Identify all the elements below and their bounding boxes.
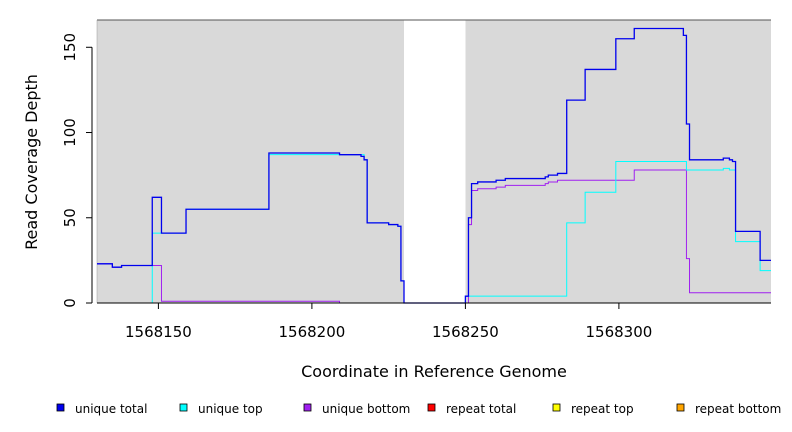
legend-label-unique-total: unique total — [75, 402, 147, 416]
legend-swatch-unique-total — [56, 403, 65, 412]
x-tick-label: 1568150 — [125, 323, 192, 341]
legend-swatch-unique-top — [179, 403, 188, 412]
legend-swatch-repeat-bottom — [676, 403, 685, 412]
y-axis-title: Read Coverage Depth — [22, 74, 41, 250]
y-tick-label: 100 — [61, 118, 79, 147]
legend-swatch-repeat-total — [427, 403, 436, 412]
x-tick-label: 1568200 — [278, 323, 345, 341]
x-axis-title: Coordinate in Reference Genome — [301, 362, 567, 381]
legend-label-repeat-total: repeat total — [446, 402, 516, 416]
legend-label-repeat-top: repeat top — [571, 402, 634, 416]
y-tick-label: 0 — [61, 298, 79, 308]
legend-label-unique-top: unique top — [198, 402, 263, 416]
y-tick-label: 50 — [61, 208, 79, 227]
y-axis: 0 50 100 150 — [61, 33, 93, 308]
gap-region — [404, 20, 466, 303]
x-tick-label: 1568250 — [432, 323, 499, 341]
legend-swatch-repeat-top — [552, 403, 561, 412]
shaded-region-left — [97, 20, 404, 303]
series-line-unique-bottom — [97, 169, 771, 304]
legend-swatch-unique-bottom — [303, 403, 312, 412]
y-tick-label: 150 — [61, 33, 79, 62]
x-axis: 1568150 1568200 1568250 1568300 — [97, 302, 771, 341]
series-line-unique-total — [97, 27, 771, 304]
legend-label-repeat-bottom: repeat bottom — [695, 402, 781, 416]
plot-area — [96, 19, 771, 304]
legend-label-unique-bottom: unique bottom — [322, 402, 410, 416]
x-tick-label: 1568300 — [585, 323, 652, 341]
legend: unique total unique top unique bottom repea… — [56, 402, 781, 416]
